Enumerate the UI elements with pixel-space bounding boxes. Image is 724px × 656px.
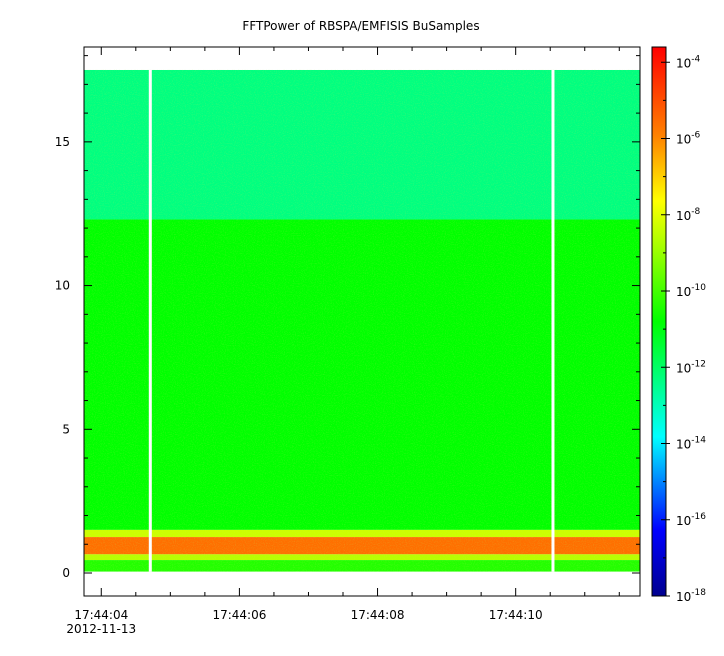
y-tick-label: 0 xyxy=(62,566,70,580)
data-gaps xyxy=(148,69,555,572)
data-gap-1 xyxy=(551,69,555,572)
colorbar-tick-label: 10-4 xyxy=(676,54,701,70)
colorbar-gradient xyxy=(651,46,667,597)
y-tick-label: 15 xyxy=(55,135,70,149)
x-tick-label: 17:44:08 xyxy=(351,608,405,622)
plot-frame xyxy=(83,46,641,597)
data-gap-0 xyxy=(148,69,152,572)
x-tick-date-label: 2012-11-13 xyxy=(66,622,136,636)
colorbar: 10-4 10-6 10-8 10-10 10-12 10-14 10-16 10-18 xyxy=(651,46,706,604)
chart-title: FFTPower of RBSPA/EMFISIS BuSamples xyxy=(242,19,479,33)
noise-overlay xyxy=(84,69,640,572)
colorbar-tick-label: 10-14 xyxy=(676,436,706,452)
y-axis: 0 5 10 15 xyxy=(55,55,640,580)
colorbar-tick-label: 10-18 xyxy=(676,588,706,604)
y-tick-label: 5 xyxy=(62,422,70,436)
colorbar-tick-label: 10-16 xyxy=(676,512,706,528)
colorbar-tick-label: 10-10 xyxy=(676,283,706,299)
x-tick-label: 17:44:04 xyxy=(74,608,128,622)
colorbar-ticks: 10-4 10-6 10-8 10-10 10-12 10-14 10-16 10-18 xyxy=(661,54,706,604)
x-tick-label: 17:44:06 xyxy=(212,608,266,622)
colorbar-tick-label: 10-12 xyxy=(676,359,706,375)
x-tick-label: 17:44:10 xyxy=(489,608,543,622)
y-tick-label: 10 xyxy=(55,279,70,293)
colorbar-tick-label: 10-6 xyxy=(676,131,701,147)
colorbar-tick-label: 10-8 xyxy=(676,207,701,223)
plot-area xyxy=(83,46,641,597)
